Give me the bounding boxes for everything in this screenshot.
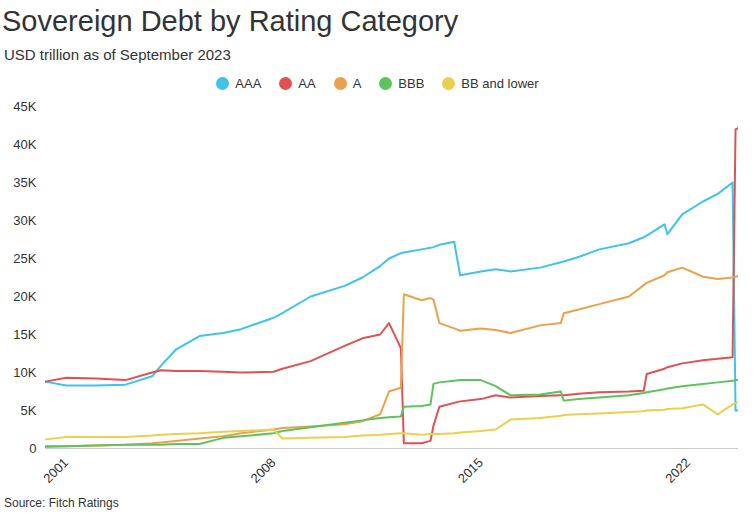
svg-text:35K: 35K (13, 175, 36, 190)
svg-text:5K: 5K (21, 403, 37, 418)
html-text:BB and lower: BB and lower (461, 75, 539, 91)
html-text:USD trillion as of September 2: USD trillion as of September 2023 (4, 46, 231, 63)
svg-text:2022: 2022 (662, 455, 693, 486)
svg-text:25K: 25K (13, 251, 36, 266)
svg-text:2001: 2001 (40, 455, 71, 486)
svg-text:2015: 2015 (455, 455, 486, 486)
svg-text:20K: 20K (13, 289, 36, 304)
html-text:Source: Fitch Ratings: Source: Fitch Ratings (4, 496, 119, 510)
svg-text:30K: 30K (13, 213, 36, 228)
svg-text:40K: 40K (13, 137, 36, 152)
html-text:AA: AA (298, 75, 316, 91)
html-text:Sovereign Debt by Rating Categ: Sovereign Debt by Rating Category (2, 5, 459, 37)
html-text:A: A (352, 75, 362, 91)
html-text:AAA: AAA (235, 75, 262, 91)
svg-text:0: 0 (29, 441, 36, 456)
svg-text:45K: 45K (13, 99, 36, 114)
svg-text:2008: 2008 (248, 455, 279, 486)
svg-text:10K: 10K (13, 365, 36, 380)
html-text:BBB: BBB (398, 75, 425, 91)
svg-text:15K: 15K (13, 327, 36, 342)
